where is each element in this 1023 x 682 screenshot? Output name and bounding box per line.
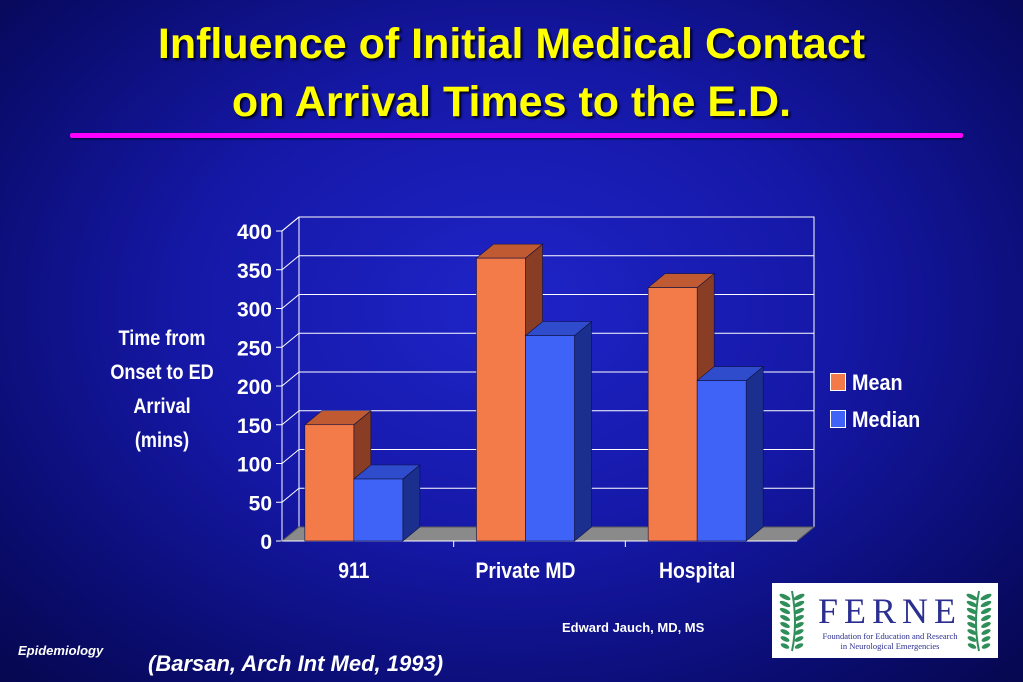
bar-side-face: [574, 320, 592, 542]
gridline-side: [281, 216, 300, 232]
slide-title-line-2: on Arrival Times to the E.D.: [231, 78, 792, 126]
y-tick-label: 300: [237, 299, 272, 322]
y-tick-label: 50: [249, 492, 272, 515]
fern-leaflet: [779, 600, 791, 608]
fern-leaflet: [980, 607, 992, 615]
bar-front-face: [304, 424, 355, 542]
fern-leaflet: [794, 629, 804, 635]
y-tick-label: 350: [237, 260, 272, 283]
fern-leaf-icon: [779, 590, 805, 652]
ferne-logo: FERNE Foundation for Education and Resea…: [772, 583, 998, 658]
fern-leaflet: [980, 593, 992, 601]
fern-leaflet: [981, 622, 991, 628]
legend-swatch-median: [830, 410, 846, 428]
title-divider: [70, 133, 963, 138]
gridline-side: [281, 487, 300, 503]
fern-leaflet: [793, 600, 805, 608]
logo-tagline-line-2: in Neurological Emergencies: [841, 641, 940, 651]
legend-item-median: Median: [830, 407, 928, 433]
logo-tagline-line-1: Foundation for Education and Research: [822, 631, 958, 641]
bar-front-face: [353, 478, 404, 542]
logo-wordmark: FERNE: [818, 591, 962, 631]
y-tick-label: 250: [237, 337, 272, 360]
gridline-side: [281, 332, 300, 348]
fern-leaflet: [967, 643, 977, 649]
fern-leaflet: [794, 622, 804, 628]
fern-leaflet: [794, 614, 804, 622]
bar-front-face: [476, 257, 526, 542]
y-tick-label: 100: [237, 454, 272, 477]
fern-leaflet: [966, 607, 978, 615]
fern-leaflet: [967, 622, 977, 628]
bar-front-face: [525, 335, 575, 542]
x-tick-label: Hospital: [659, 559, 735, 583]
fern-leaflet: [780, 629, 790, 635]
fern-leaflet: [981, 614, 991, 622]
y-tick-label: 200: [237, 376, 272, 399]
y-axis-label-line: Onset to ED: [110, 361, 214, 384]
citation: (Barsan, Arch Int Med, 1993): [148, 651, 444, 676]
x-tick-label: 911: [338, 559, 369, 583]
legend-swatch-mean: [830, 373, 846, 391]
fern-leaflet: [794, 636, 804, 642]
x-tick-label: Private MD: [475, 559, 575, 583]
legend-item-mean: Mean: [830, 370, 908, 396]
author-credit: Edward Jauch, MD, MS: [562, 620, 705, 635]
y-axis-label-line: (mins): [134, 429, 190, 452]
ferne-logo-graphic: FERNE Foundation for Education and Resea…: [779, 590, 992, 652]
section-label: Epidemiology: [18, 643, 104, 658]
legend-label-mean: Mean: [852, 370, 903, 395]
gridline-side: [281, 410, 300, 426]
bar-median: [696, 365, 765, 542]
gridline-side: [281, 371, 300, 387]
gridline-side: [281, 449, 300, 464]
fern-leaflet: [966, 600, 978, 608]
fern-leaflet: [966, 593, 978, 601]
fern-leaflet: [793, 593, 805, 601]
bar-median: [524, 320, 593, 542]
gridline-side: [281, 294, 300, 309]
fern-leaflet: [967, 636, 977, 642]
fern-leaflet: [780, 622, 790, 628]
fern-leaflet: [780, 643, 790, 649]
fern-leaflet: [780, 614, 790, 622]
y-axis-label: Time from Onset to ED Arrival (mins): [95, 322, 229, 458]
fern-stem: [791, 590, 796, 652]
bar-front-face: [696, 380, 747, 542]
fern-stem: [975, 590, 980, 652]
fern-leaflet: [981, 629, 991, 635]
y-tick-label: 0: [260, 531, 272, 554]
y-axis-label-line: Time from: [118, 327, 206, 350]
fern-leaf-icon: [966, 590, 992, 652]
bar-front-face: [647, 287, 698, 542]
gridline-side: [281, 255, 300, 271]
fern-leaflet: [793, 607, 805, 615]
bar-side-face: [745, 365, 764, 542]
fern-leaflet: [779, 593, 791, 601]
fern-leaflet: [794, 643, 804, 649]
fern-leaflet: [780, 636, 790, 642]
bar-median: [352, 464, 421, 542]
fern-leaflet: [981, 636, 991, 642]
y-tick-label: 400: [237, 221, 272, 244]
fern-leaflet: [980, 600, 992, 608]
y-tick-label: 150: [237, 415, 272, 438]
fern-leaflet: [967, 629, 977, 635]
legend-label-median: Median: [852, 407, 921, 432]
fern-leaflet: [779, 607, 791, 615]
fern-leaflet: [981, 643, 991, 649]
y-axis-label-line: Arrival: [133, 395, 191, 418]
slide-title-line-1: Influence of Initial Medical Contact: [157, 20, 866, 68]
fern-leaflet: [967, 614, 977, 622]
